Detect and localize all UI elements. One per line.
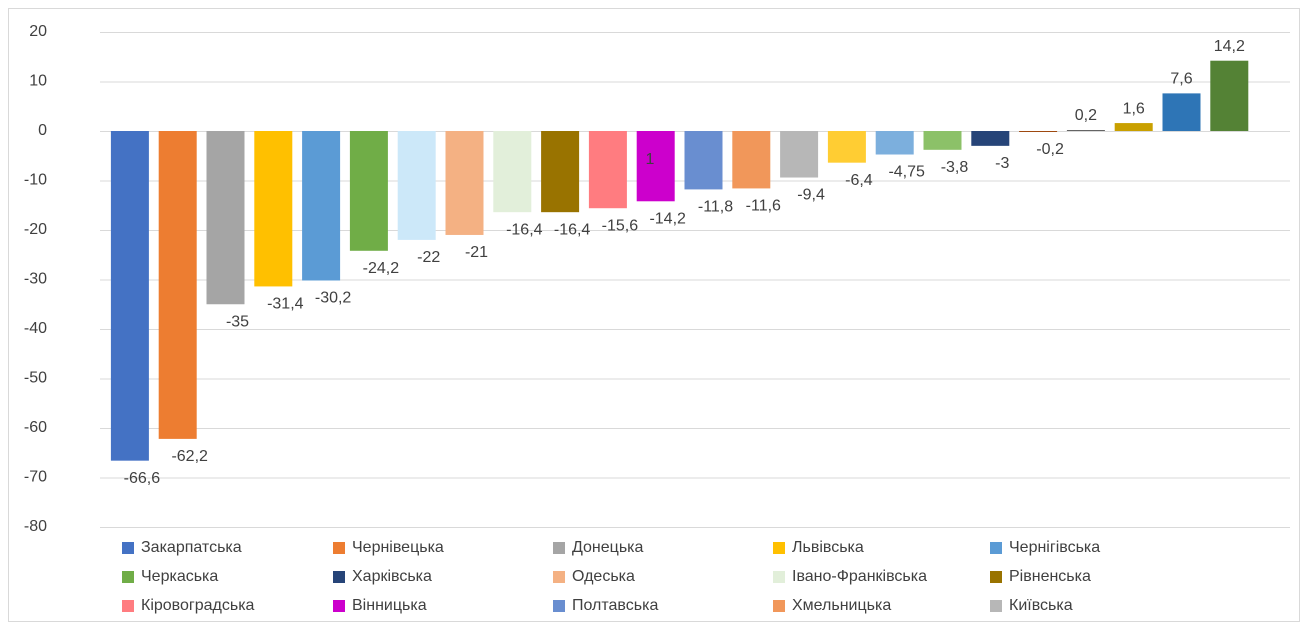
legend-label: Чернігівська — [1009, 539, 1100, 556]
y-tick-label: -50 — [24, 370, 47, 387]
legend-swatch — [773, 600, 785, 612]
bar — [206, 131, 245, 305]
bar — [732, 131, 771, 189]
bar — [254, 131, 293, 287]
legend-swatch — [990, 571, 1002, 583]
legend-label: Івано-Франківська — [792, 568, 927, 585]
y-tick-label: 0 — [38, 122, 47, 139]
legend-label: Київська — [1009, 597, 1073, 614]
bar — [110, 131, 149, 461]
data-label: -11,6 — [746, 198, 781, 215]
bar — [875, 131, 914, 155]
data-label: -31,4 — [267, 296, 304, 313]
data-label: -9,4 — [797, 187, 825, 204]
legend-label: Кіровоградська — [141, 597, 255, 614]
legend-swatch — [122, 542, 134, 554]
legend-label: Рівненська — [1009, 568, 1091, 585]
bar — [1019, 131, 1058, 132]
bar — [923, 131, 962, 150]
bar — [1162, 93, 1201, 131]
data-label: -22 — [417, 249, 440, 266]
chart-frame — [8, 8, 1300, 622]
legend-swatch — [333, 600, 345, 612]
bar — [302, 131, 341, 281]
legend-label: Харківська — [352, 568, 432, 585]
data-label: -35 — [226, 313, 249, 330]
data-label: 7,6 — [1170, 71, 1192, 88]
data-label: -3 — [995, 155, 1009, 172]
legend-label: Вінницька — [352, 597, 427, 614]
y-tick-label: -60 — [24, 419, 47, 436]
bar — [1114, 123, 1153, 131]
bar — [827, 131, 866, 163]
legend-swatch — [122, 571, 134, 583]
data-label: -15,6 — [602, 217, 639, 234]
legend-label: Хмельницька — [792, 597, 891, 614]
bar — [780, 131, 819, 178]
data-label: -30,2 — [315, 290, 352, 307]
bar — [684, 131, 723, 190]
legend-swatch — [553, 571, 565, 583]
data-label: -3,8 — [941, 159, 969, 176]
legend-label: Черкаська — [141, 568, 218, 585]
data-label: -66,6 — [124, 470, 161, 487]
data-label: -0,2 — [1036, 141, 1064, 158]
data-label: -6,4 — [845, 172, 873, 189]
data-label: -62,2 — [171, 448, 208, 465]
bar — [541, 131, 580, 213]
annotation: 1 — [646, 151, 655, 168]
data-label: -11,8 — [698, 199, 733, 216]
y-tick-label: -30 — [24, 271, 47, 288]
data-label: -16,4 — [506, 221, 543, 238]
legend-label: Львівська — [792, 539, 864, 556]
bar — [493, 131, 532, 213]
data-label: -16,4 — [554, 221, 591, 238]
bar — [445, 131, 484, 235]
data-label: -14,2 — [649, 211, 686, 228]
bar — [1210, 60, 1249, 131]
y-tick-label: -80 — [24, 518, 47, 535]
y-tick-label: -20 — [24, 221, 47, 238]
legend-swatch — [990, 542, 1002, 554]
legend-swatch — [553, 542, 565, 554]
y-tick-label: -10 — [24, 172, 47, 189]
data-label: -4,75 — [888, 164, 925, 181]
bar — [588, 131, 627, 209]
data-label: 0,2 — [1075, 107, 1097, 124]
data-label: 1,6 — [1123, 100, 1145, 117]
y-tick-label: 20 — [29, 23, 47, 40]
legend-swatch — [773, 542, 785, 554]
legend-swatch — [122, 600, 134, 612]
y-tick-label: -40 — [24, 320, 47, 337]
y-tick-label: -70 — [24, 469, 47, 486]
data-label: 14,2 — [1214, 38, 1245, 55]
bar — [349, 131, 388, 251]
legend-label: Одеська — [572, 568, 635, 585]
bar — [636, 131, 675, 202]
legend-label: Чернівецька — [352, 539, 444, 556]
y-tick-label: 10 — [29, 73, 47, 90]
legend-label: Донецька — [572, 539, 644, 556]
legend-swatch — [553, 600, 565, 612]
bar — [397, 131, 436, 240]
legend-swatch — [333, 542, 345, 554]
bar — [158, 131, 197, 439]
legend-label: Закарпатська — [141, 539, 242, 556]
legend-swatch — [773, 571, 785, 583]
bar — [1066, 130, 1105, 131]
legend-swatch — [990, 600, 1002, 612]
data-label: -21 — [465, 244, 488, 261]
legend-label: Полтавська — [572, 597, 658, 614]
data-label: -24,2 — [363, 260, 400, 277]
legend-swatch — [333, 571, 345, 583]
bar — [971, 131, 1010, 146]
